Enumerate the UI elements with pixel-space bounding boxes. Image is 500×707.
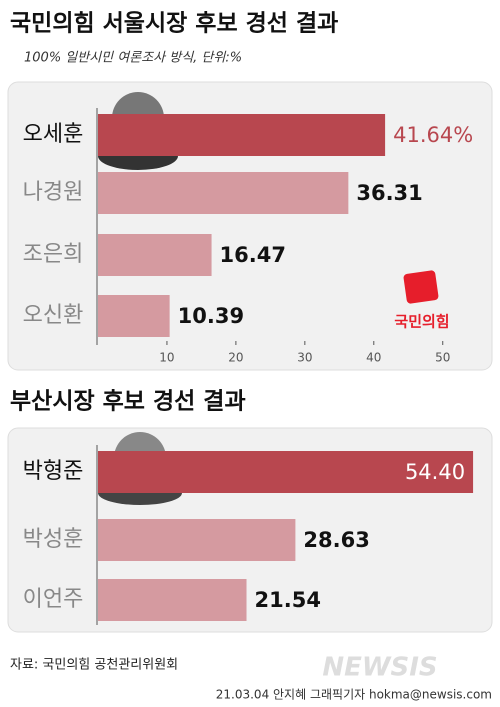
value-label: 21.54 <box>255 588 321 612</box>
chart-title: 국민의힘 서울시장 후보 경선 결과 <box>10 11 338 37</box>
x-tick-label: 40 <box>366 351 381 365</box>
x-tick-label: 10 <box>159 351 174 365</box>
source: 자료: 국민의힘 공천관리위원회 <box>10 658 178 673</box>
chart-title: 부산시장 후보 경선 결과 <box>10 389 246 415</box>
bar <box>98 519 296 561</box>
value-label: 16.47 <box>220 243 286 267</box>
value-label: 41.64% <box>393 123 473 147</box>
value-label: 54.40 <box>405 460 465 484</box>
bar <box>98 579 247 621</box>
chart-subtitle: 100% 일반시민 여론조사 방식, 단위:% <box>24 51 242 66</box>
bar <box>98 295 170 337</box>
credit: 21.03.04 안지혜 그래픽기자 hokma@newsis.com <box>216 688 492 702</box>
category-label: 나경원 <box>23 180 84 205</box>
category-label: 조은희 <box>23 242 84 267</box>
category-label: 오세훈 <box>23 122 84 147</box>
logo-mark <box>403 270 439 304</box>
value-label: 10.39 <box>178 304 244 328</box>
category-label: 박성훈 <box>23 527 84 552</box>
party-logo: 국민의힘 <box>394 313 449 331</box>
category-label: 박형준 <box>23 459 84 484</box>
x-tick-label: 30 <box>297 351 312 365</box>
bar <box>98 451 474 493</box>
bar <box>98 114 386 156</box>
x-tick-label: 50 <box>435 351 450 365</box>
category-label: 오신환 <box>23 303 84 328</box>
x-tick-label: 20 <box>228 351 243 365</box>
value-label: 28.63 <box>303 528 369 552</box>
watermark: NEWSIS <box>322 653 437 683</box>
bar <box>98 234 212 276</box>
bar <box>98 172 349 214</box>
value-label: 36.31 <box>356 181 422 205</box>
category-label: 이언주 <box>23 587 84 612</box>
